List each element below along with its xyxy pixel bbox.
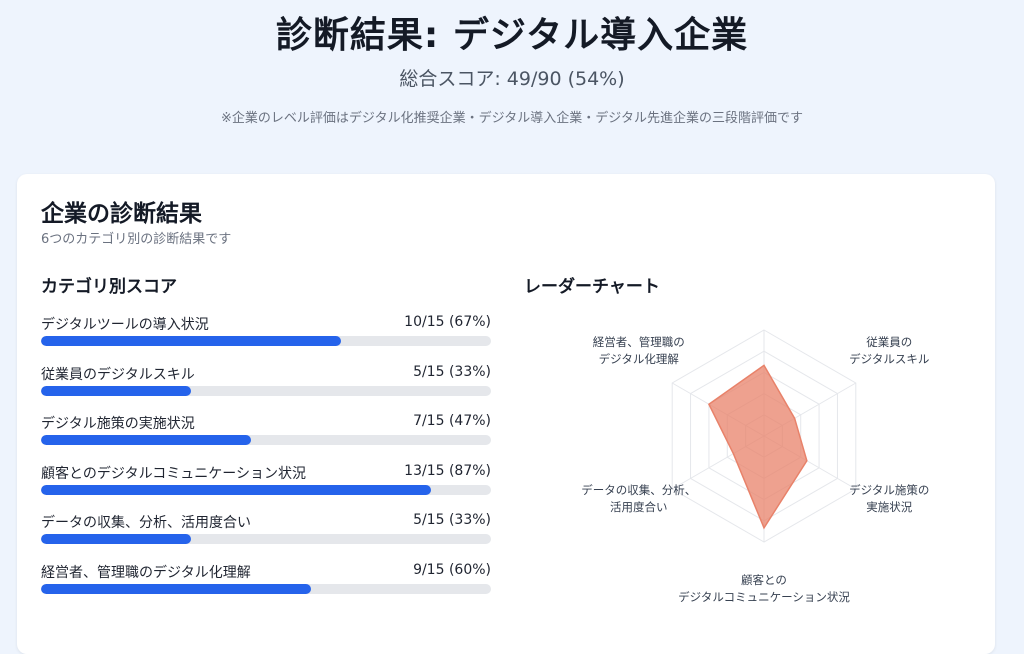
score-value: 10/15 (67%): [404, 314, 491, 330]
evaluation-note: ※企業のレベル評価はデジタル化推奨企業・デジタル導入企業・デジタル先進企業の三段…: [220, 111, 804, 126]
progress-fill: [41, 385, 191, 396]
score-row: 経営者、管理職のデジタル化理解 9/15 (60%): [41, 562, 491, 612]
radar-axis-label: デジタル施策の実施状況: [849, 483, 929, 514]
radar-axis-label: 従業員のデジタルスキル: [849, 335, 929, 366]
score-label: デジタル施策の実施状況: [41, 416, 195, 433]
score-label: 経営者、管理職のデジタル化理解: [41, 564, 251, 581]
category-score-list: デジタルツールの導入状況 10/15 (67%) 従業員のデジタルスキル 5/1…: [41, 314, 491, 612]
total-score: 総合スコア: 49/90 (54%): [399, 68, 625, 90]
score-row: データの収集、分析、活用度合い 5/15 (33%): [41, 512, 491, 562]
progress-track: [41, 385, 491, 396]
score-row: デジタルツールの導入状況 10/15 (67%): [41, 314, 491, 364]
progress-fill: [41, 484, 431, 495]
radar-section-title: レーダーチャート: [524, 277, 660, 297]
progress-track: [41, 336, 491, 346]
radar-axis-label: 顧客とのデジタルコミュニケーション状況: [678, 573, 850, 604]
progress-track: [41, 583, 491, 594]
progress-track: [41, 435, 491, 446]
card-title: 企業の診断結果: [41, 201, 202, 227]
progress-track: [41, 484, 491, 495]
score-label: データの収集、分析、活用度合い: [41, 515, 251, 532]
score-value: 7/15 (47%): [413, 413, 491, 430]
card-subtitle: 6つのカテゴリ別の診断結果です: [41, 232, 232, 247]
radar-axis-label: データの収集、分析、活用度合い: [581, 483, 696, 514]
progress-fill: [41, 583, 311, 594]
score-label: 従業員のデジタルスキル: [41, 366, 195, 383]
page-title: 診断結果: デジタル導入企業: [275, 15, 749, 56]
progress-fill: [41, 336, 341, 346]
score-value: 5/15 (33%): [413, 512, 491, 529]
score-value: 9/15 (60%): [413, 561, 491, 578]
radar-data-area: [707, 364, 808, 530]
radar-axis-label: 経営者、管理職のデジタル化理解: [593, 335, 685, 366]
progress-fill: [41, 435, 251, 446]
score-row: デジタル施策の実施状況 7/15 (47%): [41, 413, 491, 463]
diagnosis-card: 企業の診断結果 6つのカテゴリ別の診断結果です カテゴリ別スコア レーダーチャー…: [17, 174, 995, 654]
radar-chart: デジタルツールの導入状況従業員のデジタルスキルデジタル施策の実施状況顧客とのデジ…: [581, 329, 929, 604]
score-value: 13/15 (87%): [404, 462, 491, 479]
score-label: 顧客とのデジタルコミュニケーション状況: [41, 465, 307, 482]
score-value: 5/15 (33%): [413, 363, 491, 380]
scores-section-title: カテゴリ別スコア: [41, 277, 177, 297]
score-row: 顧客とのデジタルコミュニケーション状況 13/15 (87%): [41, 463, 491, 513]
progress-fill: [41, 534, 191, 545]
progress-track: [41, 534, 491, 545]
score-row: 従業員のデジタルスキル 5/15 (33%): [41, 364, 491, 414]
score-label: デジタルツールの導入状況: [41, 317, 209, 333]
